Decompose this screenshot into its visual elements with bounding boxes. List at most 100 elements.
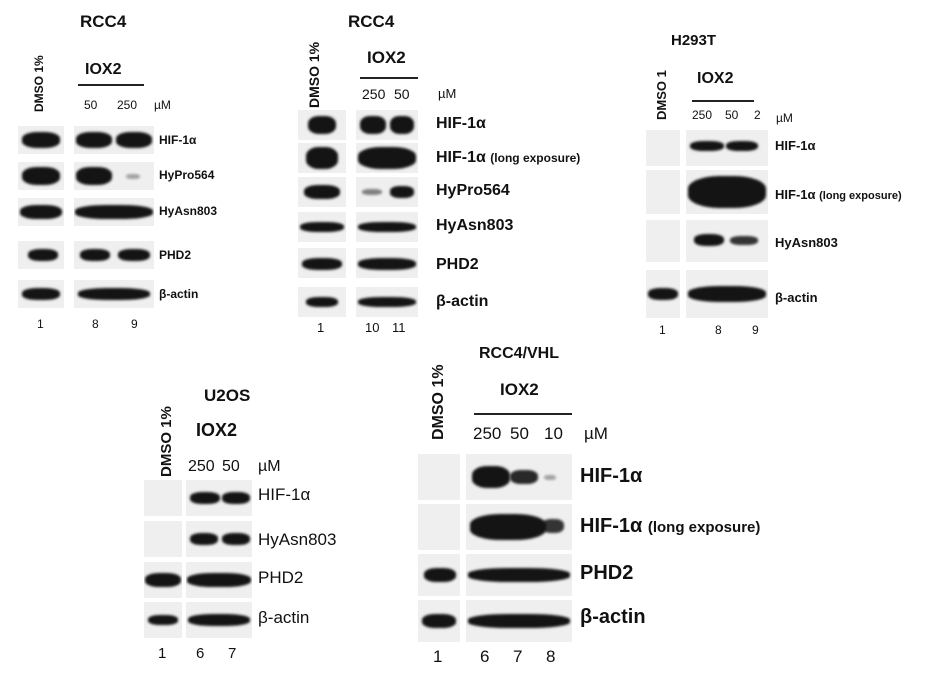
dose-label: 10 [544,424,563,443]
blot-label: HIF-1α (long exposure) [775,187,902,202]
unit-label: µM [584,424,608,443]
band [300,222,344,232]
band [688,176,766,208]
blot-note: (long exposure) [647,519,761,536]
band [308,116,336,134]
lane-number: 8 [715,323,722,337]
band [126,174,140,179]
panel-title: RCC4 [80,12,127,31]
blot-strip-control [298,212,346,242]
band [304,185,340,199]
band [390,186,414,198]
band [22,132,60,148]
blot-strip-treatment [186,562,252,598]
panel-title: H293T [671,32,717,49]
blot-strip-control [18,126,64,154]
blot-label: HIF-1α [258,485,311,504]
blot-strip-treatment [74,280,154,308]
blot-label-text: HIF-1α [775,187,816,202]
blot-label: β-actin [775,290,818,305]
panel-title: U2OS [204,386,251,405]
blot-strip-treatment [356,248,418,278]
blot-strip-control [418,454,460,500]
control-label: DMSO 1% [430,364,447,440]
blot-strip-control [144,521,182,557]
blot-strip-treatment [466,600,572,642]
lane-number: 11 [392,320,406,335]
blot-strip-treatment [74,162,154,190]
blot-strip-control [18,198,64,226]
lane-number: 6 [196,645,205,662]
band [726,141,758,151]
band [145,573,181,587]
panel-title: RCC4/VHL [479,345,560,362]
lane-number: 6 [480,647,490,666]
blot-label: HyAsn803 [436,217,514,234]
lane-number: 8 [92,317,99,331]
panel-rcc4-b: RCC4 DMSO 1% IOX2 250 50 µM HIF-1α HIF-1… [280,0,630,340]
band [76,167,112,185]
blot-strip-treatment [74,241,154,269]
band [360,116,386,134]
blot-strip-treatment [466,504,572,550]
blot-label: HIF-1α (long exposure) [580,515,760,538]
blot-label: β-actin [436,293,489,310]
lane-number: 1 [317,320,325,335]
band [188,614,250,626]
unit-label: µM [438,86,457,101]
blot-strip-control [18,162,64,190]
dose-label: 250 [692,108,713,122]
dose-label: 250 [362,86,386,102]
blot-label: HyPro564 [159,168,215,182]
band [358,147,416,169]
lane-number: 1 [37,317,44,331]
control-label: DMSO 1 [654,70,669,120]
blot-label: HyPro564 [436,182,510,199]
blot-strip-control [646,270,680,318]
band [118,249,150,261]
lane-number: 9 [752,323,759,337]
treatment-underline [360,77,418,79]
blot-label: HIF-1α [775,138,816,153]
blot-strip-control [298,287,346,317]
panel-rcc4-a: RCC4 DMSO 1% IOX2 50 250 µM HIF-1α HyPro… [0,0,270,340]
lane-number: 7 [228,645,237,662]
lane-number: 1 [158,645,167,662]
band [470,514,546,540]
blot-note: (long exposure) [490,151,581,165]
dose-label: 250 [117,98,138,112]
blot-strip-control [298,143,346,173]
control-label: DMSO 1% [158,406,175,477]
blot-label: HIF-1α [159,133,197,147]
blot-label: HIF-1α [580,465,643,487]
blot-strip-control [298,248,346,278]
blot-strip-treatment [74,198,154,226]
band [222,533,250,545]
band [688,286,766,302]
blot-label: HyAsn803 [159,204,218,218]
dose-label: 50 [394,86,410,102]
band [542,519,564,533]
band [690,141,724,151]
blot-strip-treatment [686,130,768,166]
lane-number: 10 [365,320,380,335]
band [28,249,58,261]
band [422,614,456,628]
blot-strip-treatment [686,270,768,318]
band [222,492,250,504]
blot-strip-treatment [686,220,768,262]
lane-number: 9 [131,317,138,331]
blot-strip-control [646,170,680,214]
blot-strip-treatment [356,177,418,207]
blot-label: PHD2 [580,562,634,584]
dose-label: 250 [473,424,502,443]
blot-strip-treatment [186,480,252,516]
band [22,288,60,300]
treatment-label: IOX2 [500,380,539,399]
blot-strip-treatment [186,521,252,557]
lane-number: 8 [546,647,556,666]
band [544,475,556,480]
blot-label: HyAsn803 [775,235,838,250]
band [306,147,338,169]
control-label: DMSO 1% [306,41,322,108]
